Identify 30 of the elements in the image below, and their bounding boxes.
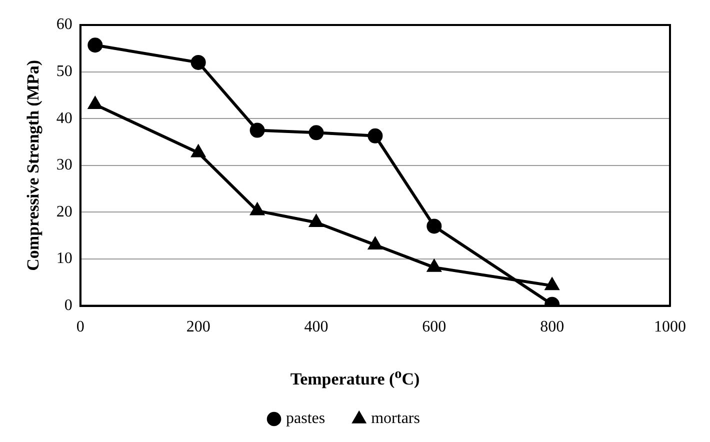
x-tick-label: 0 (76, 318, 84, 336)
point (368, 237, 382, 250)
point (426, 218, 442, 234)
x-tick-label: 400 (304, 318, 328, 336)
point (190, 54, 206, 70)
point (545, 278, 559, 290)
point (250, 203, 264, 216)
point (308, 125, 324, 140)
point (192, 145, 206, 158)
x-tick-label: 600 (422, 318, 446, 336)
x-axis-title: Temperature ($^{o}$C) (289, 366, 421, 390)
x-tick-label: 200 (186, 318, 210, 336)
point (427, 260, 441, 272)
legend-label: pastes (286, 410, 326, 428)
x-tick-label: 800 (540, 318, 564, 336)
y-tick-label: 40 (56, 110, 72, 127)
y-tick-label: 50 (56, 63, 72, 80)
y-tick-label: 60 (56, 16, 72, 34)
y-tick-label: 10 (56, 250, 72, 268)
legend-label: mortars (371, 410, 420, 428)
point (88, 38, 103, 53)
y-axis-title: Compressive Strength (MPa) (24, 60, 43, 271)
y-tick-label: 30 (56, 156, 72, 174)
y-tick-label: 0 (64, 297, 72, 314)
point (310, 214, 323, 227)
point (368, 128, 383, 144)
x-tick-label: 1000 (654, 318, 686, 336)
point (88, 97, 102, 110)
y-tick-label: 20 (56, 203, 72, 220)
point (250, 122, 265, 138)
